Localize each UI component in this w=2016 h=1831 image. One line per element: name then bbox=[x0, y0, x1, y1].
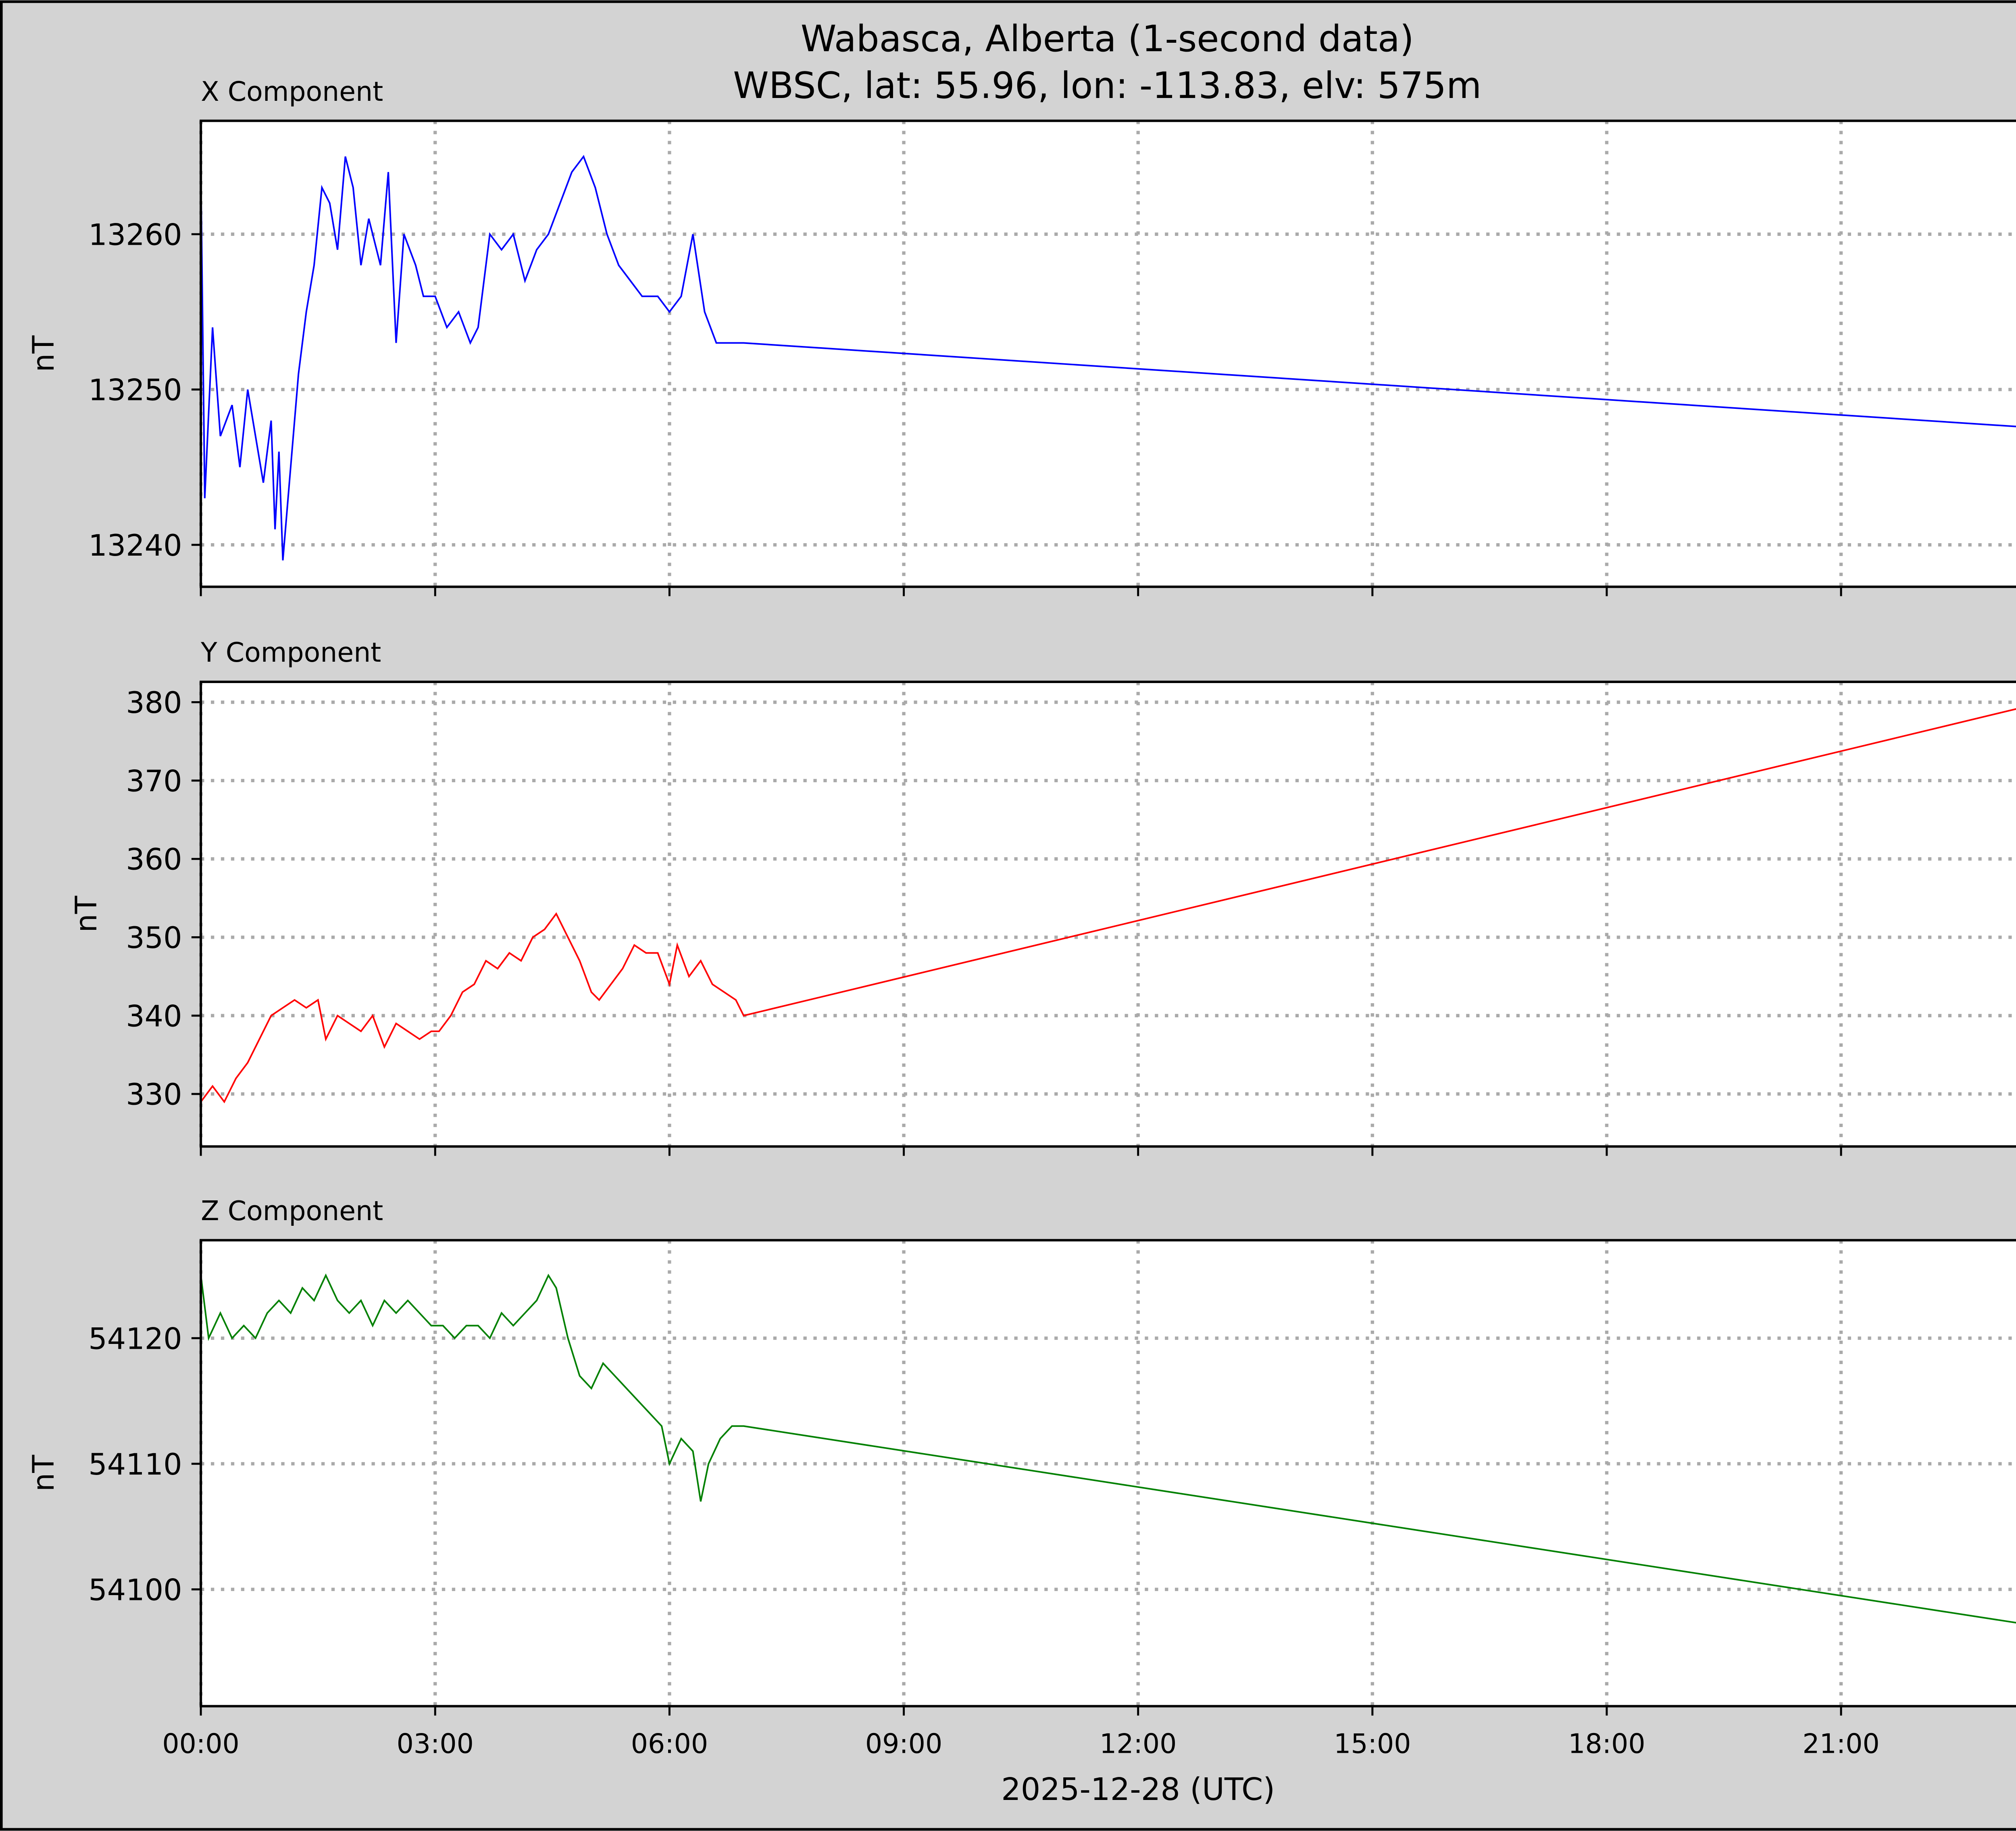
figure-title: Wabasca, Alberta (1-second data) bbox=[801, 18, 1414, 60]
y-tick-label: 54100 bbox=[88, 1573, 182, 1607]
panel-title: Y Component bbox=[200, 637, 381, 668]
figure-subtitle: WBSC, lat: 55.96, lon: -113.83, elv: 575… bbox=[733, 65, 1481, 107]
y-tick-label: 330 bbox=[126, 1078, 182, 1112]
data-line bbox=[200, 1273, 2016, 1624]
data-line bbox=[200, 155, 2016, 560]
y-tick-label: 360 bbox=[126, 843, 182, 877]
x-axis-label: 2025-12-28 (UTC) bbox=[1001, 1772, 1275, 1808]
x-tick-label: 00:00 bbox=[162, 1728, 239, 1760]
y-tick-label: 54110 bbox=[88, 1448, 182, 1482]
y-tick-label: 380 bbox=[126, 686, 182, 720]
x-tick-label: 03:00 bbox=[397, 1728, 474, 1760]
y-tick-label: 340 bbox=[126, 999, 182, 1033]
y-tick-label: 370 bbox=[126, 764, 182, 798]
plot-frame bbox=[200, 681, 2016, 1148]
plot-area bbox=[201, 1240, 2016, 1706]
plot-frame bbox=[200, 119, 2016, 588]
y-tick-label: 13250 bbox=[88, 373, 182, 408]
panel-title: X Component bbox=[201, 76, 383, 107]
plot-area bbox=[201, 121, 2016, 587]
data-line bbox=[200, 708, 2016, 1104]
x-tick-label: 09:00 bbox=[865, 1728, 942, 1760]
y-tick-label: 13240 bbox=[88, 529, 182, 563]
x-tick-label: 15:00 bbox=[1334, 1728, 1411, 1760]
plot-frame bbox=[200, 1239, 2016, 1708]
plot-area bbox=[201, 682, 2016, 1147]
x-tick-label: 18:00 bbox=[1568, 1728, 1645, 1760]
y-axis-label: nT bbox=[27, 335, 61, 372]
x-tick-label: 12:00 bbox=[1100, 1728, 1177, 1760]
x-tick-label: 21:00 bbox=[1802, 1728, 1879, 1760]
y-tick-label: 350 bbox=[126, 921, 182, 955]
y-tick-label: 54120 bbox=[88, 1322, 182, 1356]
y-tick-label: 13260 bbox=[88, 218, 182, 252]
x-tick-label: 06:00 bbox=[631, 1728, 708, 1760]
panel-title: Z Component bbox=[201, 1195, 383, 1227]
y-axis-label: nT bbox=[69, 896, 104, 932]
y-axis-label: nT bbox=[27, 1455, 61, 1491]
